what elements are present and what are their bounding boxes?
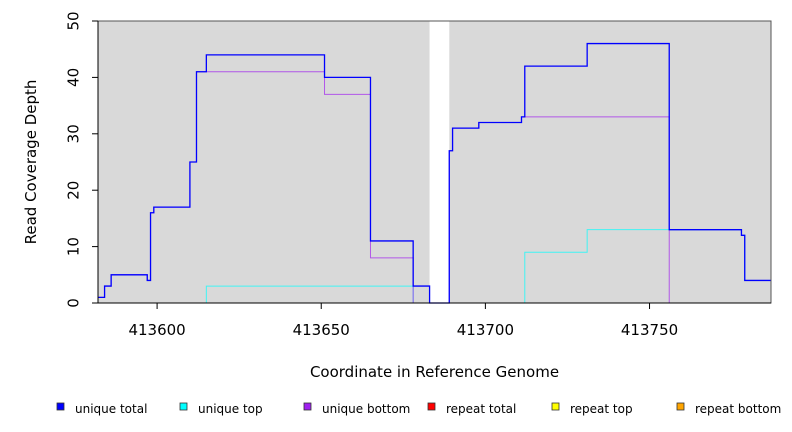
x-tick-label: 413600	[128, 321, 185, 339]
legend-swatch-unique-total	[56, 402, 65, 411]
x-tick-label: 413700	[457, 321, 514, 339]
y-tick-label: 40	[65, 68, 83, 87]
x-axis-label: Coordinate in Reference Genome	[310, 363, 559, 381]
legend-label-unique-top: unique top	[198, 402, 263, 416]
y-tick-label: 0	[65, 298, 83, 308]
y-tick-label: 30	[65, 124, 83, 143]
legend-swatch-unique-top	[179, 402, 188, 411]
x-tick-label: 413750	[621, 321, 678, 339]
legend-label-unique-total: unique total	[75, 402, 147, 416]
legend: unique total unique top unique bottom repea…	[56, 402, 781, 416]
y-tick-label: 10	[65, 237, 83, 256]
x-tick-label: 413650	[293, 321, 350, 339]
series-line-unique-total	[98, 42, 771, 304]
legend-label-repeat-top: repeat top	[570, 402, 633, 416]
y-tick-label: 20	[65, 181, 83, 200]
legend-swatch-repeat-total	[427, 402, 436, 411]
legend-label-repeat-total: repeat total	[446, 402, 516, 416]
legend-label-unique-bottom: unique bottom	[322, 402, 410, 416]
y-axis-label: Read Coverage Depth	[22, 80, 40, 245]
legend-swatch-unique-bottom	[303, 402, 312, 411]
axes: 0 10 20 30 40 50 413600 413650 413700 413750	[65, 11, 771, 339]
legend-label-repeat-bottom: repeat bottom	[695, 402, 781, 416]
legend-swatch-repeat-top	[551, 402, 560, 411]
legend-swatch-repeat-bottom	[676, 402, 685, 411]
y-tick-label: 50	[65, 11, 83, 30]
gap-region	[429, 21, 450, 303]
